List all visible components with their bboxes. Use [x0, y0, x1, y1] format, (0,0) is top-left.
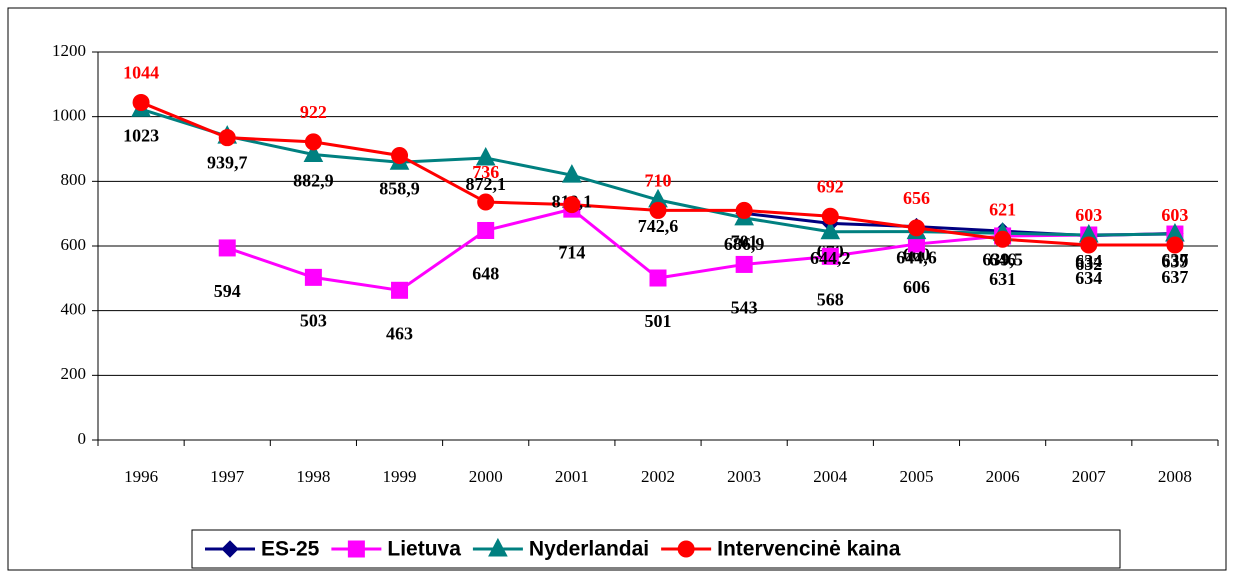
point: [391, 146, 409, 164]
legend-label: Intervencinė kaina: [717, 538, 901, 561]
data-label: 637: [1161, 250, 1188, 270]
data-label: 656: [903, 188, 930, 208]
data-label: 736: [472, 162, 499, 182]
y-tick-label: 800: [61, 170, 87, 189]
point: [821, 247, 839, 265]
data-label: 639,5: [982, 249, 1023, 269]
data-label: 637: [1161, 267, 1188, 287]
data-label: 742,6: [638, 216, 679, 236]
data-label: 644,6: [896, 248, 937, 268]
x-tick-label: 2002: [641, 467, 675, 486]
data-label: 568: [817, 289, 844, 309]
data-label: 1023: [123, 125, 159, 145]
point: [132, 93, 150, 111]
data-label: 882,9: [293, 171, 334, 191]
data-label: 692: [817, 176, 844, 196]
y-tick-label: 1200: [52, 41, 86, 60]
x-tick-label: 1996: [124, 467, 158, 486]
data-label: 632: [1075, 254, 1102, 274]
data-label: 594: [214, 281, 241, 301]
point: [1080, 236, 1098, 254]
data-label: 501: [645, 311, 672, 331]
point: [477, 193, 495, 211]
x-tick-label: 2007: [1072, 467, 1107, 486]
data-label: 858,9: [379, 178, 420, 198]
legend-marker: [221, 540, 239, 558]
y-tick-label: 400: [61, 300, 87, 319]
x-tick-label: 1998: [296, 467, 330, 486]
data-label: 939,7: [207, 152, 248, 172]
x-tick-label: 2005: [899, 467, 933, 486]
point: [907, 219, 925, 237]
point: [820, 220, 841, 240]
legend-label: ES-25: [261, 538, 320, 561]
legend-marker: [677, 540, 695, 558]
point: [475, 146, 496, 166]
data-label: 714: [558, 242, 585, 262]
data-label: 646: [989, 249, 1016, 269]
point: [304, 268, 322, 286]
point: [218, 129, 236, 147]
data-label: 686,9: [724, 234, 765, 254]
x-tick-label: 2006: [986, 467, 1020, 486]
point: [649, 201, 667, 219]
data-label: 872,1: [465, 174, 506, 194]
series-line: [226, 207, 1175, 292]
legend-marker: [347, 540, 365, 558]
y-tick-label: 600: [61, 235, 87, 254]
y-tick-label: 0: [78, 429, 87, 448]
point: [304, 133, 322, 151]
x-tick-label: 2000: [469, 467, 503, 486]
data-label: 621: [989, 199, 1016, 219]
x-tick-label: 2004: [813, 467, 848, 486]
x-tick-label: 2008: [1158, 467, 1192, 486]
point: [391, 281, 409, 299]
point: [303, 143, 324, 163]
x-tick-label: 2001: [555, 467, 589, 486]
data-label: 503: [300, 310, 327, 330]
point: [218, 239, 236, 257]
point: [994, 230, 1012, 248]
x-tick-label: 1997: [210, 467, 245, 486]
legend-box: [191, 529, 1121, 569]
legend-label: Nyderlandai: [529, 538, 649, 561]
data-label: 922: [300, 102, 327, 122]
legend-marker: [488, 537, 508, 557]
point: [477, 221, 495, 239]
data-label: 710: [645, 171, 672, 191]
chart-frame: [7, 7, 1227, 571]
data-label: 603: [1161, 205, 1188, 225]
y-tick-label: 1000: [52, 106, 86, 125]
point: [563, 196, 581, 214]
data-label: 543: [731, 298, 758, 318]
legend-label: Lietuva: [387, 538, 461, 561]
data-label: 606: [903, 277, 930, 297]
x-tick-label: 2003: [727, 467, 761, 486]
data-label: 639: [1161, 252, 1188, 272]
point: [1166, 236, 1184, 254]
point: [735, 255, 753, 273]
data-label: 648: [472, 264, 499, 284]
data-label: 701: [731, 231, 758, 251]
data-label: 634: [1075, 251, 1102, 271]
data-label: 634: [1075, 268, 1102, 288]
data-label: 644,2: [810, 248, 851, 268]
y-tick-label: 200: [61, 364, 87, 383]
x-tick-label: 1999: [383, 467, 417, 486]
point: [821, 207, 839, 225]
point: [562, 164, 582, 183]
point: [735, 201, 753, 219]
data-label: 631: [989, 269, 1016, 289]
point: [649, 269, 667, 287]
data-label: 463: [386, 323, 413, 343]
data-label: 1044: [123, 63, 159, 83]
data-label: 603: [1075, 205, 1102, 225]
